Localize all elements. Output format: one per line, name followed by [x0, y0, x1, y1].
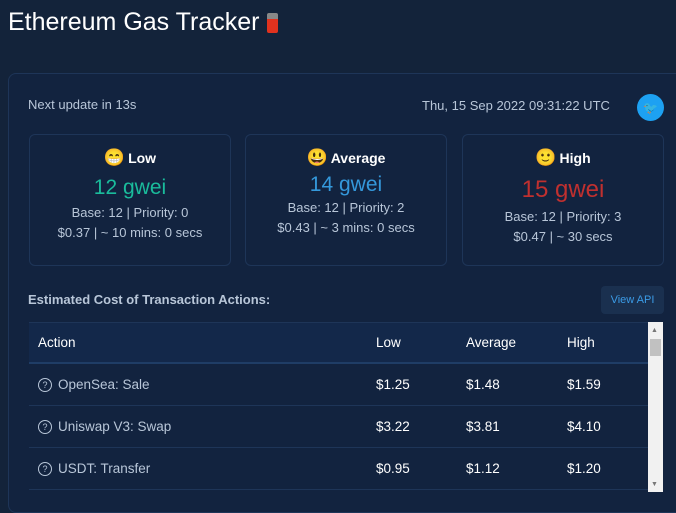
base-priority: Base: 12 | Priority: 2 — [287, 200, 405, 215]
table-scrollbar[interactable]: ▲ ▼ — [648, 322, 663, 492]
table-row: ? OpenSea: Sale $1.25 $1.48 $1.59 — [29, 364, 648, 406]
view-api-button[interactable]: View API — [601, 286, 664, 314]
next-update: Next update in 13s — [28, 97, 137, 112]
col-low[interactable]: Low — [376, 335, 401, 350]
col-average[interactable]: Average — [466, 335, 517, 350]
scrollbar-thumb[interactable] — [650, 339, 661, 356]
cost-high: $4.10 — [567, 419, 601, 434]
card-high: 🙂 High 15 gwei Base: 12 | Priority: 3 $0.… — [462, 134, 664, 266]
gwei-value: 14 gwei — [309, 173, 383, 196]
col-high[interactable]: High — [567, 335, 595, 350]
help-icon[interactable]: ? — [38, 461, 52, 476]
cost-time: $0.43 | ~ 3 mins: 0 secs — [277, 220, 415, 235]
action-name: USDT: Transfer — [58, 461, 151, 476]
base-priority: Base: 12 | Priority: 3 — [504, 209, 622, 224]
action-name: OpenSea: Sale — [58, 377, 150, 392]
scroll-down-icon[interactable]: ▼ — [651, 481, 658, 488]
help-icon[interactable]: ? — [38, 419, 52, 434]
action-name: Uniswap V3: Swap — [58, 419, 172, 434]
cost-high: $1.20 — [567, 461, 601, 476]
cost-low: $0.95 — [376, 461, 410, 476]
scroll-up-icon[interactable]: ▲ — [651, 327, 658, 334]
main-panel — [8, 73, 676, 513]
card-low: 😁 Low 12 gwei Base: 12 | Priority: 0 $0.3… — [29, 134, 231, 266]
col-action[interactable]: Action — [38, 335, 76, 350]
table-row: ? USDT: Transfer $0.95 $1.12 $1.20 — [29, 448, 648, 490]
cost-average: $1.12 — [466, 461, 500, 476]
section-title: Estimated Cost of Transaction Actions: — [28, 292, 271, 307]
title-text: Ethereum Gas Tracker — [8, 8, 260, 36]
cost-low: $3.22 — [376, 419, 410, 434]
card-label: Low — [128, 150, 157, 166]
actions-table: Action Low Average High ? OpenSea: Sale $… — [29, 322, 648, 492]
table-row: ? Uniswap V3: Swap $3.22 $3.81 $4.10 — [29, 406, 648, 448]
fuel-pump-icon — [267, 12, 279, 33]
help-icon[interactable]: ? — [38, 377, 52, 392]
page-title: Ethereum Gas Tracker — [8, 8, 279, 37]
card-average: 😃 Average 14 gwei Base: 12 | Priority: 2 … — [245, 134, 447, 266]
cost-average: $1.48 — [466, 377, 500, 392]
cost-low: $1.25 — [376, 377, 410, 392]
cost-time: $0.47 | ~ 30 secs — [513, 229, 613, 244]
gwei-value: 15 gwei — [521, 176, 605, 203]
twitter-icon[interactable]: 🐦 — [637, 94, 664, 121]
cost-average: $3.81 — [466, 419, 500, 434]
base-priority: Base: 12 | Priority: 0 — [71, 205, 189, 220]
smile-emoji-icon: 😃 — [306, 148, 328, 167]
grin-emoji-icon: 😁 — [103, 148, 126, 167]
card-label: Average — [330, 150, 386, 166]
cost-time: $0.37 | ~ 10 mins: 0 secs — [57, 225, 203, 240]
slight-smile-emoji-icon: 🙂 — [535, 148, 557, 167]
cost-high: $1.59 — [567, 377, 601, 392]
table-header: Action Low Average High — [29, 322, 648, 364]
card-label: High — [559, 150, 591, 166]
gwei-value: 12 gwei — [93, 176, 167, 199]
timestamp: Thu, 15 Sep 2022 09:31:22 UTC — [422, 98, 610, 113]
